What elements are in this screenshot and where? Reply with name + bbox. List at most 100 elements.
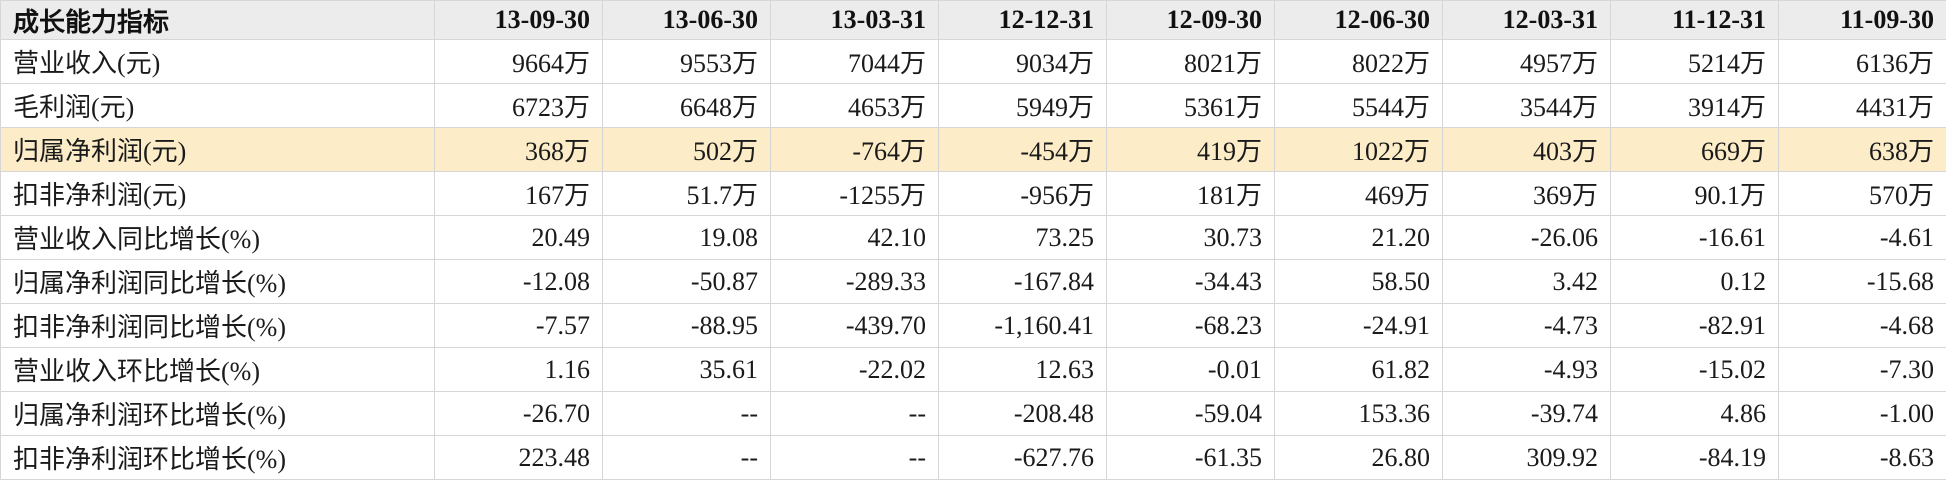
table-cell: -4.93	[1443, 348, 1611, 392]
table-cell: 3544万	[1443, 84, 1611, 128]
table-cell: -7.30	[1779, 348, 1946, 392]
table-cell: 12.63	[939, 348, 1107, 392]
table-cell: -61.35	[1107, 436, 1275, 480]
column-header-date[interactable]: 11-12-31	[1611, 1, 1779, 40]
table-cell: -50.87	[603, 260, 771, 304]
column-header-date[interactable]: 13-06-30	[603, 1, 771, 40]
table-cell: 167万	[435, 172, 603, 216]
table-cell: -1,160.41	[939, 304, 1107, 348]
column-header-date[interactable]: 12-12-31	[939, 1, 1107, 40]
table-cell: 51.7万	[603, 172, 771, 216]
table-row: 扣非净利润同比增长(%)-7.57-88.95-439.70-1,160.41-…	[1, 304, 1946, 348]
table-cell: -39.74	[1443, 392, 1611, 436]
table-cell: 369万	[1443, 172, 1611, 216]
table-cell: 570万	[1779, 172, 1946, 216]
table-cell: -24.91	[1275, 304, 1443, 348]
row-label: 营业收入环比增长(%)	[1, 348, 435, 392]
table-cell: --	[603, 436, 771, 480]
table-cell: 5949万	[939, 84, 1107, 128]
table-cell: 9664万	[435, 40, 603, 84]
table-cell: 3.42	[1443, 260, 1611, 304]
table-cell: 469万	[1275, 172, 1443, 216]
row-label: 营业收入同比增长(%)	[1, 216, 435, 260]
column-header-date[interactable]: 13-03-31	[771, 1, 939, 40]
table-cell: 6136万	[1779, 40, 1946, 84]
row-label: 归属净利润(元)	[1, 128, 435, 172]
row-label: 扣非净利润环比增长(%)	[1, 436, 435, 480]
table-cell: -15.68	[1779, 260, 1946, 304]
table-cell: 403万	[1443, 128, 1611, 172]
row-label: 毛利润(元)	[1, 84, 435, 128]
table-cell: -454万	[939, 128, 1107, 172]
table-cell: 181万	[1107, 172, 1275, 216]
table-cell: -4.73	[1443, 304, 1611, 348]
table-cell: 502万	[603, 128, 771, 172]
table-cell: 309.92	[1443, 436, 1611, 480]
table-cell: -167.84	[939, 260, 1107, 304]
table-cell: 8021万	[1107, 40, 1275, 84]
table-cell: 669万	[1611, 128, 1779, 172]
table-header: 成长能力指标 13-09-30 13-06-30 13-03-31 12-12-…	[1, 1, 1946, 40]
table-cell: -4.68	[1779, 304, 1946, 348]
table-cell: 419万	[1107, 128, 1275, 172]
column-header-date[interactable]: 12-09-30	[1107, 1, 1275, 40]
column-header-date[interactable]: 12-06-30	[1275, 1, 1443, 40]
table-row: 归属净利润同比增长(%)-12.08-50.87-289.33-167.84-3…	[1, 260, 1946, 304]
row-label: 营业收入(元)	[1, 40, 435, 84]
table-cell: -34.43	[1107, 260, 1275, 304]
row-label: 归属净利润同比增长(%)	[1, 260, 435, 304]
table-cell: 61.82	[1275, 348, 1443, 392]
table-cell: -12.08	[435, 260, 603, 304]
table-cell: -16.61	[1611, 216, 1779, 260]
table-cell: -956万	[939, 172, 1107, 216]
table-cell: -68.23	[1107, 304, 1275, 348]
table-cell: 5544万	[1275, 84, 1443, 128]
table-cell: 4431万	[1779, 84, 1946, 128]
table-cell: 19.08	[603, 216, 771, 260]
table-cell: -439.70	[771, 304, 939, 348]
table-cell: 4653万	[771, 84, 939, 128]
table-cell: -15.02	[1611, 348, 1779, 392]
table-cell: 7044万	[771, 40, 939, 84]
table-cell: --	[603, 392, 771, 436]
table-cell: 26.80	[1275, 436, 1443, 480]
table-cell: 153.36	[1275, 392, 1443, 436]
row-label: 归属净利润环比增长(%)	[1, 392, 435, 436]
table-cell: -59.04	[1107, 392, 1275, 436]
table-cell: -8.63	[1779, 436, 1946, 480]
table-cell: -84.19	[1611, 436, 1779, 480]
table-cell: 21.20	[1275, 216, 1443, 260]
table-cell: 9034万	[939, 40, 1107, 84]
table-cell: 368万	[435, 128, 603, 172]
table-cell: --	[771, 392, 939, 436]
column-header-date[interactable]: 13-09-30	[435, 1, 603, 40]
table-cell: 1.16	[435, 348, 603, 392]
column-header-date[interactable]: 11-09-30	[1779, 1, 1946, 40]
column-header-date[interactable]: 12-03-31	[1443, 1, 1611, 40]
table-cell: 73.25	[939, 216, 1107, 260]
table-cell: -88.95	[603, 304, 771, 348]
table-cell: 1022万	[1275, 128, 1443, 172]
table-cell: 6648万	[603, 84, 771, 128]
table-cell: 638万	[1779, 128, 1946, 172]
row-label: 扣非净利润(元)	[1, 172, 435, 216]
table-cell: 223.48	[435, 436, 603, 480]
table-cell: 20.49	[435, 216, 603, 260]
table-cell: -82.91	[1611, 304, 1779, 348]
table-cell: -1.00	[1779, 392, 1946, 436]
table-cell: 90.1万	[1611, 172, 1779, 216]
table-cell: 58.50	[1275, 260, 1443, 304]
table-cell: 8022万	[1275, 40, 1443, 84]
table-cell: 4957万	[1443, 40, 1611, 84]
table-cell: 5361万	[1107, 84, 1275, 128]
